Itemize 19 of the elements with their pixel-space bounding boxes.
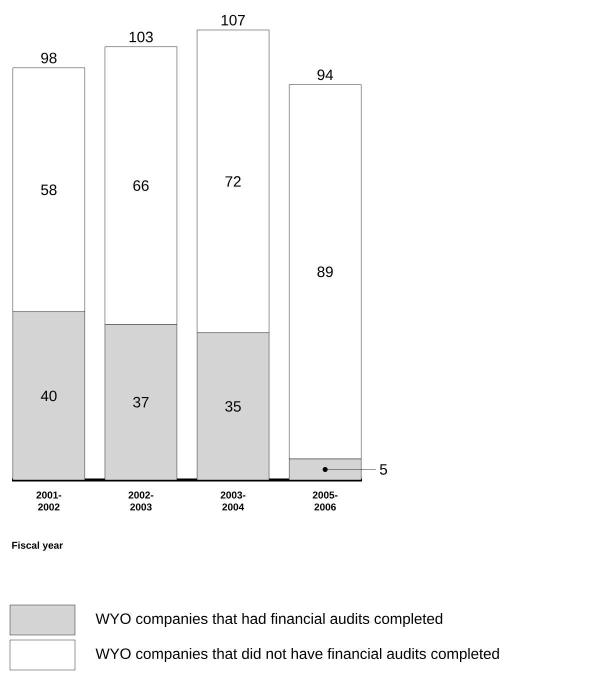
data-label: 37 [133,396,149,408]
data-label: 58 [41,184,57,196]
data-label: 35 [225,401,241,412]
legend-label: WYO companies that had financial audits completed [96,613,442,627]
data-label: 89 [317,266,333,278]
total-label: 107 [222,14,245,26]
x-tick-label: 2003-2004 [220,492,246,511]
x-axis-title: Fiscal year [12,542,63,551]
data-label: 40 [40,390,57,402]
data-label: 66 [133,180,149,191]
total-label: 94 [318,70,334,80]
total-label: 98 [41,52,57,64]
x-tick-label: 2002-2003 [128,492,154,511]
data-label: 5 [380,464,388,475]
total-label: 103 [130,32,153,42]
x-tick-label: 2005-2006 [312,492,338,511]
data-label: 72 [225,176,241,187]
x-tick-label: 2001-2002 [36,492,62,511]
legend-label: WYO companies that did not have financial audits completed [96,648,499,662]
